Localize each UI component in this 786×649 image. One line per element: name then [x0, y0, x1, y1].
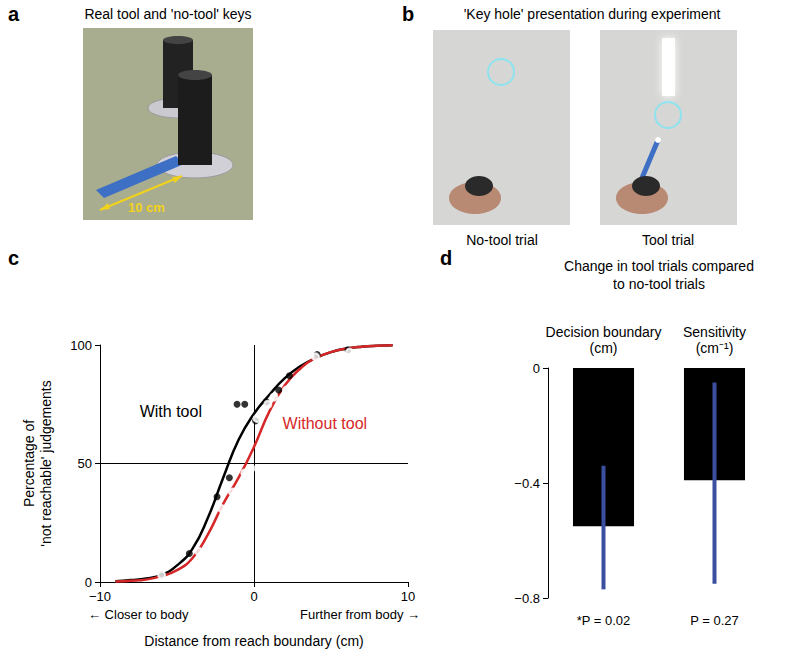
svg-text:100: 100: [70, 338, 92, 353]
svg-text:to no-tool trials: to no-tool trials: [613, 276, 705, 292]
svg-text:0: 0: [533, 361, 540, 376]
svg-text:Change in tool trials compared: Change in tool trials compared: [564, 258, 754, 274]
svg-text:Without tool: Without tool: [283, 415, 367, 432]
svg-text:a: a: [8, 3, 20, 25]
svg-text:Further from body →: Further from body →: [300, 607, 420, 622]
svg-text:P = 0.27: P = 0.27: [690, 613, 739, 628]
svg-text:(cm⁻¹): (cm⁻¹): [696, 340, 734, 356]
svg-text:Distance from reach boundary (: Distance from reach boundary (cm): [144, 633, 363, 649]
svg-text:'Key hole' presentation during: 'Key hole' presentation during experimen…: [464, 6, 721, 22]
svg-text:0: 0: [250, 589, 257, 604]
svg-text:With tool: With tool: [140, 403, 202, 420]
svg-text:50: 50: [78, 456, 92, 471]
svg-text:(cm): (cm): [590, 340, 618, 356]
svg-text:Tool trial: Tool trial: [642, 232, 694, 248]
svg-text:← Closer to body: ← Closer to body: [88, 607, 189, 622]
svg-text:−10: −10: [89, 589, 111, 604]
svg-text:Percentage of: Percentage of: [21, 420, 37, 507]
svg-text:c: c: [8, 247, 19, 269]
svg-text:Sensitivity: Sensitivity: [683, 324, 746, 340]
svg-text:d: d: [440, 247, 452, 269]
svg-text:Decision boundary: Decision boundary: [546, 324, 662, 340]
svg-text:No-tool trial: No-tool trial: [466, 232, 538, 248]
svg-text:*P = 0.02: *P = 0.02: [577, 613, 631, 628]
svg-text:10 cm: 10 cm: [128, 200, 165, 215]
svg-text:−0.4: −0.4: [514, 476, 540, 491]
svg-text:−0.8: −0.8: [514, 591, 540, 606]
svg-text:0: 0: [85, 575, 92, 590]
svg-text:b: b: [402, 3, 414, 25]
svg-text:10: 10: [401, 589, 415, 604]
svg-text:Real tool and 'no-tool' keys: Real tool and 'no-tool' keys: [84, 6, 251, 22]
svg-text:'not reachable' judgements: 'not reachable' judgements: [38, 380, 54, 546]
